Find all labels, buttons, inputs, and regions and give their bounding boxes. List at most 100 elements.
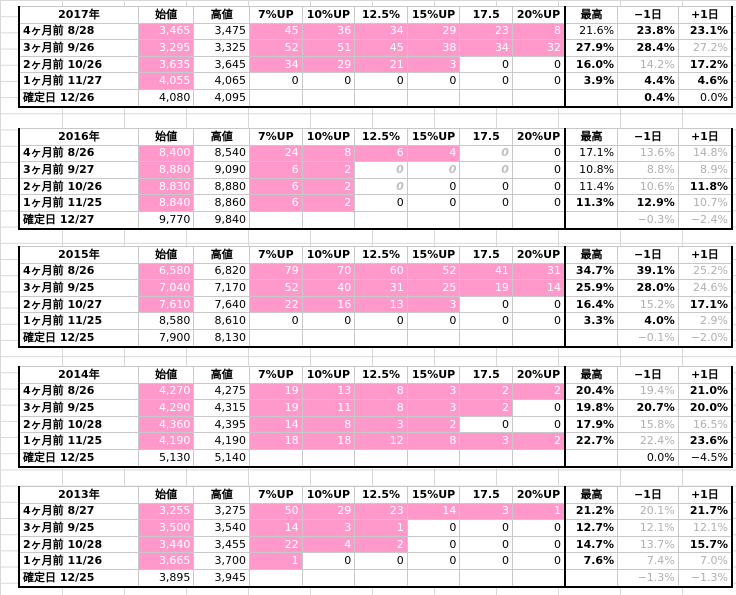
- cell-up-20[interactable]: 31: [511, 262, 566, 281]
- cell-up-20[interactable]: 0: [511, 312, 566, 330]
- cell-up-15[interactable]: [406, 448, 461, 468]
- cell-open-price[interactable]: 4,270: [137, 382, 195, 401]
- cell-max[interactable]: 17.9%: [564, 415, 619, 434]
- cell-open-price[interactable]: 7,610: [137, 295, 195, 314]
- cell-up-17-5[interactable]: [459, 568, 513, 588]
- cell-up-12-5[interactable]: 0: [354, 177, 408, 196]
- cell-max[interactable]: 17.1%: [564, 144, 619, 163]
- cell-max[interactable]: 11.3%: [564, 194, 619, 212]
- cell-up-17-5[interactable]: 23: [459, 22, 513, 41]
- column-header-plus-1-day[interactable]: +1日: [677, 6, 733, 24]
- cell-open-price[interactable]: 4,080: [137, 88, 195, 108]
- cell-minus-1-day[interactable]: 20.7%: [617, 399, 679, 417]
- cell-up-20[interactable]: 0: [511, 194, 566, 212]
- cell-high-price[interactable]: 8,130: [193, 328, 251, 348]
- cell-up-15[interactable]: 0: [406, 177, 461, 196]
- cell-open-price[interactable]: 3,665: [137, 552, 195, 570]
- cell-high-price[interactable]: 8,610: [193, 312, 251, 330]
- column-header-up-12-5[interactable]: 12.5%: [354, 6, 408, 24]
- cell-up-20[interactable]: 0: [511, 535, 566, 554]
- cell-open-price[interactable]: 3,295: [137, 39, 195, 57]
- cell-max[interactable]: 7.6%: [564, 552, 619, 570]
- cell-up-20[interactable]: 0: [511, 295, 566, 314]
- cell-plus-1-day[interactable]: 10.7%: [677, 194, 733, 212]
- cell-up-17-5[interactable]: [459, 210, 513, 230]
- cell-high-price[interactable]: 3,455: [193, 535, 251, 554]
- cell-high-price[interactable]: 4,190: [193, 432, 251, 450]
- row-label[interactable]: 2ヶ月前 10/28: [17, 535, 139, 554]
- row-label[interactable]: 1ヶ月前 11/26: [17, 552, 139, 570]
- cell-max[interactable]: [564, 568, 619, 588]
- cell-up-20[interactable]: 0: [511, 177, 566, 196]
- column-header-up-20[interactable]: 20%UP: [511, 128, 566, 146]
- cell-high-price[interactable]: 3,475: [193, 22, 251, 41]
- row-label[interactable]: 3ヶ月前 9/26: [17, 39, 139, 57]
- column-header-up-12-5[interactable]: 12.5%: [354, 128, 408, 146]
- cell-up-10[interactable]: 3: [301, 519, 356, 537]
- cell-high-price[interactable]: 9,090: [193, 161, 251, 179]
- cell-up-12-5[interactable]: 1: [354, 519, 408, 537]
- cell-up-20[interactable]: 0: [511, 519, 566, 537]
- cell-up-15[interactable]: [406, 210, 461, 230]
- column-header-open-price[interactable]: 始値: [137, 6, 195, 24]
- row-label[interactable]: 1ヶ月前 11/27: [17, 72, 139, 90]
- cell-up-15[interactable]: 29: [406, 22, 461, 41]
- column-header-up-17-5[interactable]: 17.5: [459, 6, 513, 24]
- cell-open-price[interactable]: 4,055: [137, 72, 195, 90]
- cell-max[interactable]: 25.9%: [564, 279, 619, 297]
- cell-plus-1-day[interactable]: 8.9%: [677, 161, 733, 179]
- cell-up-17-5[interactable]: 0: [459, 312, 513, 330]
- cell-max[interactable]: 3.3%: [564, 312, 619, 330]
- cell-up-17-5[interactable]: 41: [459, 262, 513, 281]
- cell-up-12-5[interactable]: 13: [354, 295, 408, 314]
- cell-up-15[interactable]: 0: [406, 519, 461, 537]
- cell-up-20[interactable]: 8: [511, 22, 566, 41]
- cell-up-7[interactable]: 52: [249, 39, 303, 57]
- cell-up-17-5[interactable]: 0: [459, 177, 513, 196]
- cell-up-7[interactable]: 19: [249, 399, 303, 417]
- cell-minus-1-day[interactable]: 0.4%: [617, 88, 679, 108]
- cell-up-20[interactable]: 14: [511, 279, 566, 297]
- cell-up-17-5[interactable]: 3: [459, 502, 513, 521]
- cell-up-20[interactable]: [511, 210, 566, 230]
- cell-up-10[interactable]: 40: [301, 279, 356, 297]
- cell-plus-1-day[interactable]: 17.2%: [677, 55, 733, 74]
- cell-up-12-5[interactable]: 34: [354, 22, 408, 41]
- cell-up-12-5[interactable]: [354, 328, 408, 348]
- cell-up-12-5[interactable]: 8: [354, 382, 408, 401]
- row-label[interactable]: 確定日 12/27: [17, 210, 139, 230]
- cell-open-price[interactable]: 4,290: [137, 399, 195, 417]
- cell-max[interactable]: 10.8%: [564, 161, 619, 179]
- cell-up-15[interactable]: 0: [406, 194, 461, 212]
- cell-plus-1-day[interactable]: 20.0%: [677, 399, 733, 417]
- cell-high-price[interactable]: 8,860: [193, 194, 251, 212]
- cell-minus-1-day[interactable]: −1.3%: [617, 568, 679, 588]
- cell-up-12-5[interactable]: 3: [354, 415, 408, 434]
- cell-up-17-5[interactable]: 3: [459, 432, 513, 450]
- cell-open-price[interactable]: 3,895: [137, 568, 195, 588]
- cell-plus-1-day[interactable]: −2.0%: [677, 328, 733, 348]
- cell-up-7[interactable]: 14: [249, 415, 303, 434]
- cell-up-12-5[interactable]: 31: [354, 279, 408, 297]
- cell-max[interactable]: 21.6%: [564, 22, 619, 41]
- cell-up-7[interactable]: 19: [249, 382, 303, 401]
- cell-up-12-5[interactable]: 6: [354, 144, 408, 163]
- cell-minus-1-day[interactable]: −0.1%: [617, 328, 679, 348]
- cell-up-17-5[interactable]: [459, 88, 513, 108]
- cell-up-7[interactable]: [249, 448, 303, 468]
- column-header-up-15[interactable]: 15%UP: [406, 486, 461, 504]
- cell-up-15[interactable]: 0: [406, 552, 461, 570]
- cell-up-20[interactable]: [511, 88, 566, 108]
- row-label[interactable]: 2ヶ月前 10/26: [17, 177, 139, 196]
- cell-up-12-5[interactable]: 2: [354, 535, 408, 554]
- cell-up-10[interactable]: 11: [301, 399, 356, 417]
- cell-up-12-5[interactable]: 0: [354, 194, 408, 212]
- cell-minus-1-day[interactable]: 15.8%: [617, 415, 679, 434]
- cell-up-10[interactable]: 70: [301, 262, 356, 281]
- cell-plus-1-day[interactable]: 0.0%: [677, 88, 733, 108]
- cell-up-10[interactable]: 0: [301, 312, 356, 330]
- column-header-up-12-5[interactable]: 12.5%: [354, 486, 408, 504]
- cell-up-17-5[interactable]: [459, 328, 513, 348]
- cell-open-price[interactable]: 4,190: [137, 432, 195, 450]
- cell-max[interactable]: 20.4%: [564, 382, 619, 401]
